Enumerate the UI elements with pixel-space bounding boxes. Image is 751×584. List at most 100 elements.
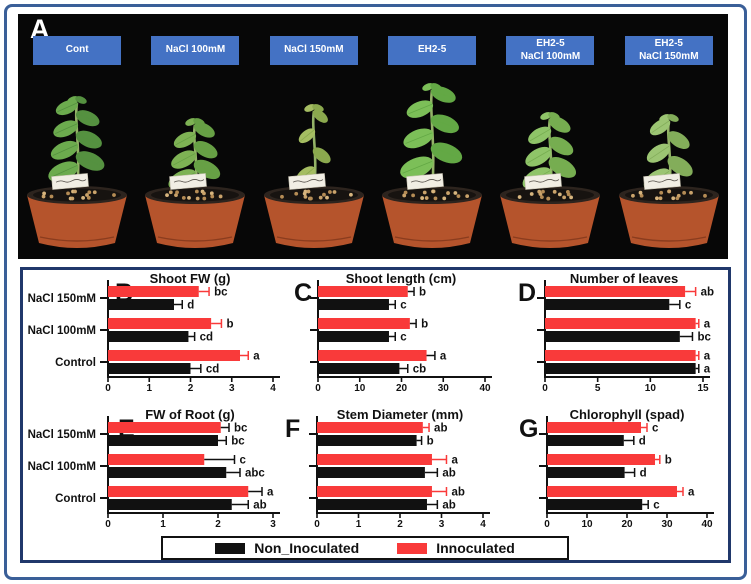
svg-text:a: a	[253, 351, 260, 363]
svg-text:ab: ab	[451, 487, 464, 499]
svg-text:d: d	[187, 300, 194, 312]
svg-text:1: 1	[356, 519, 362, 530]
svg-text:b: b	[421, 319, 428, 331]
bar-B-NaCl 150mM-Innoculated	[108, 286, 199, 297]
svg-text:Control: Control	[55, 357, 96, 369]
bar-C-Control-Innoculated	[318, 350, 427, 361]
bar-C-NaCl 100mM-Non_Inoculated	[318, 331, 389, 342]
bar-G-NaCl 100mM-Non_Inoculated	[547, 467, 625, 478]
plant-pot-1	[136, 65, 254, 257]
bar-E-NaCl 150mM-Non_Inoculated	[108, 435, 218, 446]
svg-text:Shoot FW (g): Shoot FW (g)	[150, 271, 231, 286]
svg-text:F: F	[285, 415, 300, 443]
svg-text:FW of Root (g): FW of Root (g)	[145, 407, 235, 422]
svg-text:ab: ab	[253, 500, 266, 512]
bar-C-NaCl 150mM-Innoculated	[318, 286, 408, 297]
bar-E-Control-Innoculated	[108, 486, 249, 497]
svg-text:NaCl 150mM: NaCl 150mM	[28, 429, 96, 441]
svg-text:3: 3	[270, 519, 276, 530]
legend-label-non-inoculated: Non_Inoculated	[254, 540, 360, 556]
bar-F-NaCl 100mM-Non_Inoculated	[317, 467, 425, 478]
svg-text:cd: cd	[206, 364, 219, 376]
svg-text:30: 30	[661, 519, 673, 530]
svg-text:c: c	[400, 300, 407, 312]
bar-B-NaCl 100mM-Innoculated	[108, 318, 212, 329]
svg-text:d: d	[640, 468, 647, 480]
treatment-label-2: NaCl 150mM	[269, 36, 358, 65]
bar-G-NaCl 150mM-Non_Inoculated	[547, 435, 624, 446]
svg-text:G: G	[519, 415, 538, 443]
bar-B-NaCl 150mM-Non_Inoculated	[108, 299, 174, 310]
svg-text:Number of leaves: Number of leaves	[570, 271, 678, 286]
treatment-slot: EH2-5 NaCl 100mM	[491, 36, 609, 65]
svg-text:4: 4	[480, 519, 486, 530]
svg-text:0: 0	[542, 383, 548, 394]
svg-text:2: 2	[215, 519, 221, 530]
svg-text:ab: ab	[701, 287, 714, 299]
plant-pot-3	[373, 65, 491, 257]
bar-C-NaCl 100mM-Innoculated	[318, 318, 410, 329]
svg-text:a: a	[451, 455, 458, 467]
svg-text:2: 2	[397, 519, 403, 530]
svg-text:c: c	[685, 300, 692, 312]
plant-pot-0	[18, 65, 136, 257]
svg-text:0: 0	[314, 519, 320, 530]
bar-D-Control-Innoculated	[545, 350, 696, 361]
svg-text:a: a	[440, 351, 447, 363]
svg-text:NaCl 100mM: NaCl 100mM	[28, 461, 96, 473]
svg-text:a: a	[267, 487, 274, 499]
panel-a-photo: A Cont NaCl 100mM NaCl 150mM EH2-5 EH2-5 NaCl…	[18, 14, 728, 259]
svg-text:cb: cb	[413, 364, 426, 376]
treatment-label-5: EH2-5 NaCl 150mM	[624, 36, 713, 65]
svg-text:d: d	[639, 436, 646, 448]
svg-text:cd: cd	[200, 332, 213, 344]
svg-text:2: 2	[188, 383, 194, 394]
svg-text:NaCl 150mM: NaCl 150mM	[28, 293, 96, 305]
bar-E-NaCl 100mM-Non_Inoculated	[108, 467, 227, 478]
treatment-slot: NaCl 150mM	[255, 36, 373, 65]
svg-text:0: 0	[105, 383, 111, 394]
bar-F-NaCl 100mM-Innoculated	[317, 454, 432, 465]
svg-text:Stem Diameter (mm): Stem Diameter (mm)	[337, 407, 463, 422]
svg-text:10: 10	[354, 383, 366, 394]
svg-text:20: 20	[396, 383, 408, 394]
svg-text:0: 0	[544, 519, 550, 530]
treatment-label-4: EH2-5 NaCl 100mM	[506, 36, 595, 65]
bar-E-NaCl 150mM-Innoculated	[108, 422, 221, 433]
bar-D-NaCl 100mM-Innoculated	[545, 318, 696, 329]
bar-D-Control-Non_Inoculated	[545, 363, 696, 374]
svg-text:15: 15	[697, 383, 709, 394]
treatment-label-3: EH2-5	[388, 36, 477, 65]
svg-text:b: b	[226, 319, 233, 331]
bar-C-NaCl 150mM-Non_Inoculated	[318, 299, 389, 310]
svg-text:1: 1	[160, 519, 166, 530]
svg-text:10: 10	[645, 383, 657, 394]
svg-text:10: 10	[581, 519, 593, 530]
svg-text:C: C	[294, 279, 312, 307]
svg-text:b: b	[419, 287, 426, 299]
svg-text:b: b	[665, 455, 672, 467]
treatment-label-1: NaCl 100mM	[151, 36, 240, 65]
treatment-labels-row: Cont NaCl 100mM NaCl 150mM EH2-5 EH2-5 NaCl 1…	[18, 36, 728, 65]
svg-text:5: 5	[595, 383, 601, 394]
svg-text:b: b	[427, 436, 434, 448]
svg-text:c: c	[400, 332, 407, 344]
bar-D-NaCl 150mM-Non_Inoculated	[545, 299, 670, 310]
bar-G-Control-Innoculated	[547, 486, 677, 497]
plant-pot-5	[610, 65, 728, 257]
svg-text:1: 1	[146, 383, 152, 394]
svg-text:0: 0	[105, 519, 111, 530]
svg-text:a: a	[704, 319, 711, 331]
legend: Non_Inoculated Innoculated	[161, 536, 569, 560]
bar-F-NaCl 150mM-Non_Inoculated	[317, 435, 417, 446]
svg-text:a: a	[704, 364, 711, 376]
svg-text:ab: ab	[442, 468, 455, 480]
bar-G-NaCl 100mM-Innoculated	[547, 454, 655, 465]
bar-F-Control-Innoculated	[317, 486, 432, 497]
